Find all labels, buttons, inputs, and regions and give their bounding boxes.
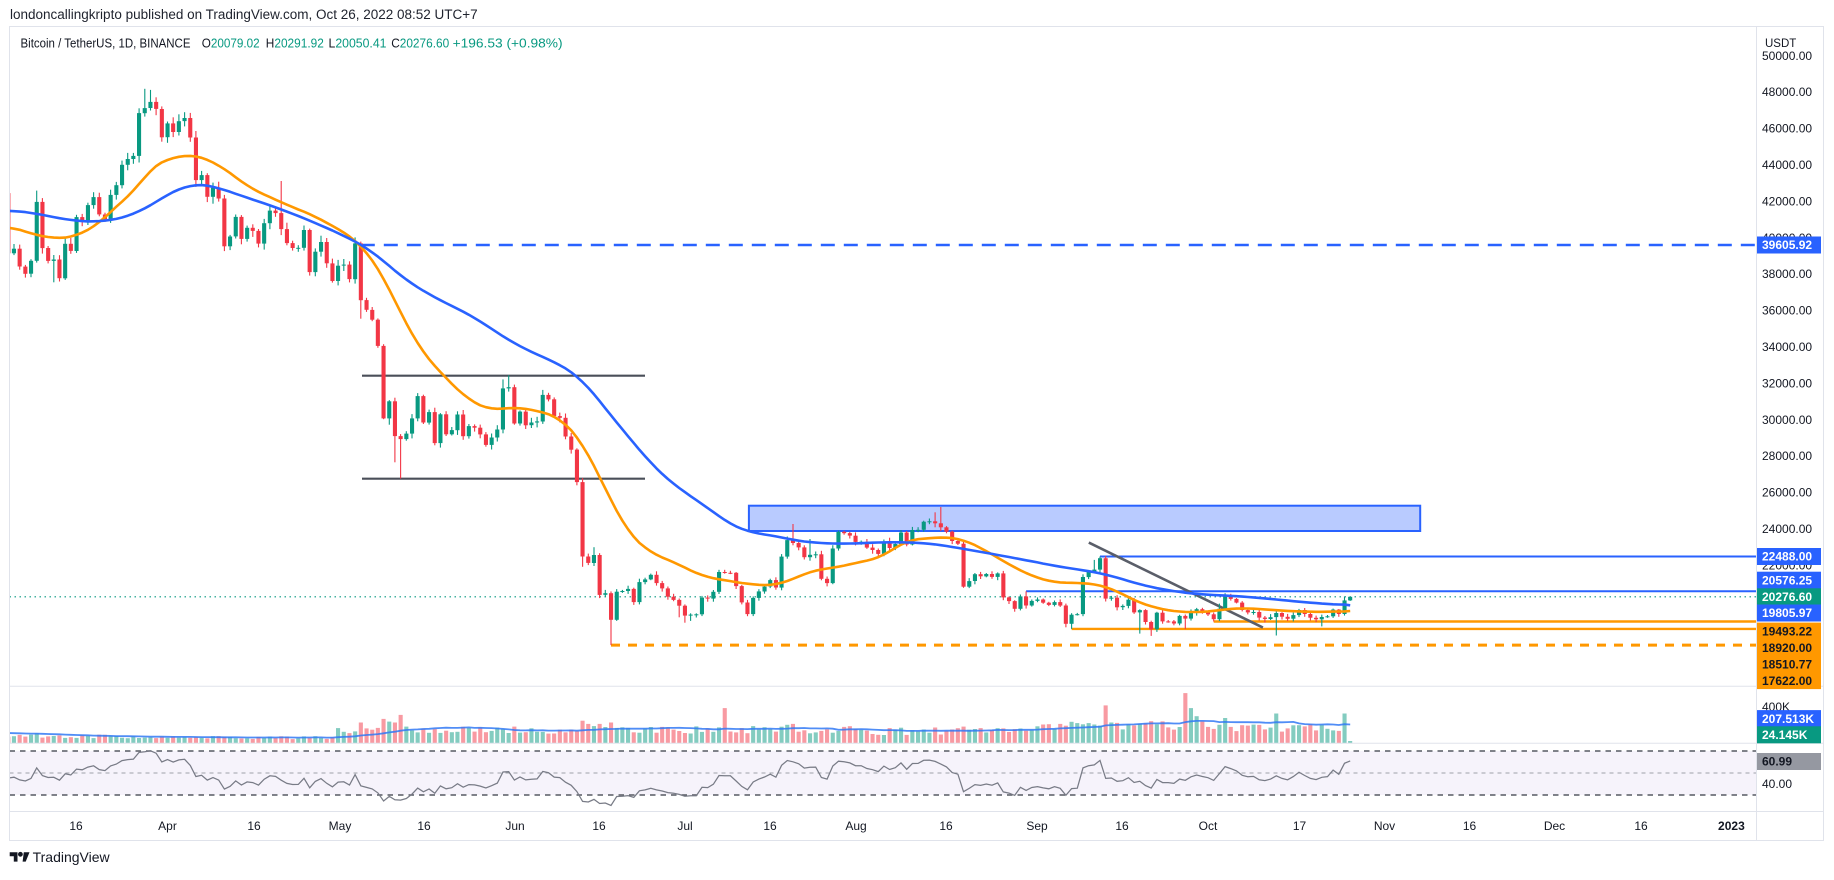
- svg-text:24.145K: 24.145K: [1762, 728, 1808, 742]
- svg-text:207.513K: 207.513K: [1762, 712, 1814, 726]
- svg-text:16: 16: [1115, 819, 1129, 833]
- svg-text:48000.00: 48000.00: [1762, 85, 1812, 99]
- svg-text:16: 16: [247, 819, 261, 833]
- svg-text:O20079.02: O20079.02: [202, 36, 260, 51]
- svg-text:24000.00: 24000.00: [1762, 522, 1812, 536]
- svg-text:17: 17: [1293, 819, 1307, 833]
- svg-text:L20050.41: L20050.41: [329, 36, 387, 51]
- svg-text:16: 16: [1463, 819, 1477, 833]
- svg-text:Aug: Aug: [845, 819, 866, 833]
- svg-text:H20291.92: H20291.92: [266, 36, 324, 51]
- svg-text:39605.92: 39605.92: [1762, 238, 1812, 252]
- svg-text:19805.97: 19805.97: [1762, 606, 1812, 620]
- svg-text:Oct: Oct: [1199, 819, 1218, 833]
- svg-text:32000.00: 32000.00: [1762, 376, 1812, 390]
- svg-text:+196.53 (+0.98%): +196.53 (+0.98%): [453, 36, 563, 51]
- svg-text:20576.25: 20576.25: [1762, 573, 1812, 587]
- svg-text:TradingView: TradingView: [33, 849, 111, 865]
- svg-text:38000.00: 38000.00: [1762, 267, 1812, 281]
- svg-text:20276.60: 20276.60: [1762, 590, 1812, 604]
- svg-text:28000.00: 28000.00: [1762, 449, 1812, 463]
- svg-text:16: 16: [69, 819, 83, 833]
- svg-text:Nov: Nov: [1374, 819, 1395, 833]
- svg-text:16: 16: [939, 819, 953, 833]
- svg-text:19493.22: 19493.22: [1762, 624, 1812, 638]
- svg-text:USDT: USDT: [1765, 38, 1796, 50]
- svg-text:16: 16: [1634, 819, 1648, 833]
- svg-text:22488.00: 22488.00: [1762, 550, 1812, 564]
- svg-text:Sep: Sep: [1026, 819, 1048, 833]
- svg-text:C20276.60: C20276.60: [391, 36, 449, 51]
- svg-text:36000.00: 36000.00: [1762, 304, 1812, 318]
- svg-text:42000.00: 42000.00: [1762, 194, 1812, 208]
- svg-text:16: 16: [417, 819, 431, 833]
- svg-text:2023: 2023: [1718, 819, 1745, 833]
- svg-text:18920.00: 18920.00: [1762, 641, 1812, 655]
- svg-text:Jun: Jun: [505, 819, 524, 833]
- svg-text:40.00: 40.00: [1762, 777, 1792, 791]
- svg-text:46000.00: 46000.00: [1762, 122, 1812, 136]
- svg-text:17622.00: 17622.00: [1762, 674, 1812, 688]
- svg-text:18510.77: 18510.77: [1762, 657, 1812, 671]
- svg-text:Bitcoin / TetherUS, 1D, BINANC: Bitcoin / TetherUS, 1D, BINANCE: [21, 36, 191, 51]
- svg-text:60.99: 60.99: [1762, 755, 1792, 769]
- svg-text:50000.00: 50000.00: [1762, 49, 1812, 63]
- svg-text:44000.00: 44000.00: [1762, 158, 1812, 172]
- svg-text:16: 16: [592, 819, 606, 833]
- svg-text:16: 16: [763, 819, 777, 833]
- svg-text:30000.00: 30000.00: [1762, 413, 1812, 427]
- svg-text:Dec: Dec: [1544, 819, 1565, 833]
- svg-text:Apr: Apr: [158, 819, 177, 833]
- svg-text:londoncallingkripto published: londoncallingkripto published on Trading…: [10, 7, 478, 22]
- svg-text:26000.00: 26000.00: [1762, 486, 1812, 500]
- svg-text:May: May: [329, 819, 352, 833]
- svg-text:34000.00: 34000.00: [1762, 340, 1812, 354]
- svg-text:Jul: Jul: [677, 819, 692, 833]
